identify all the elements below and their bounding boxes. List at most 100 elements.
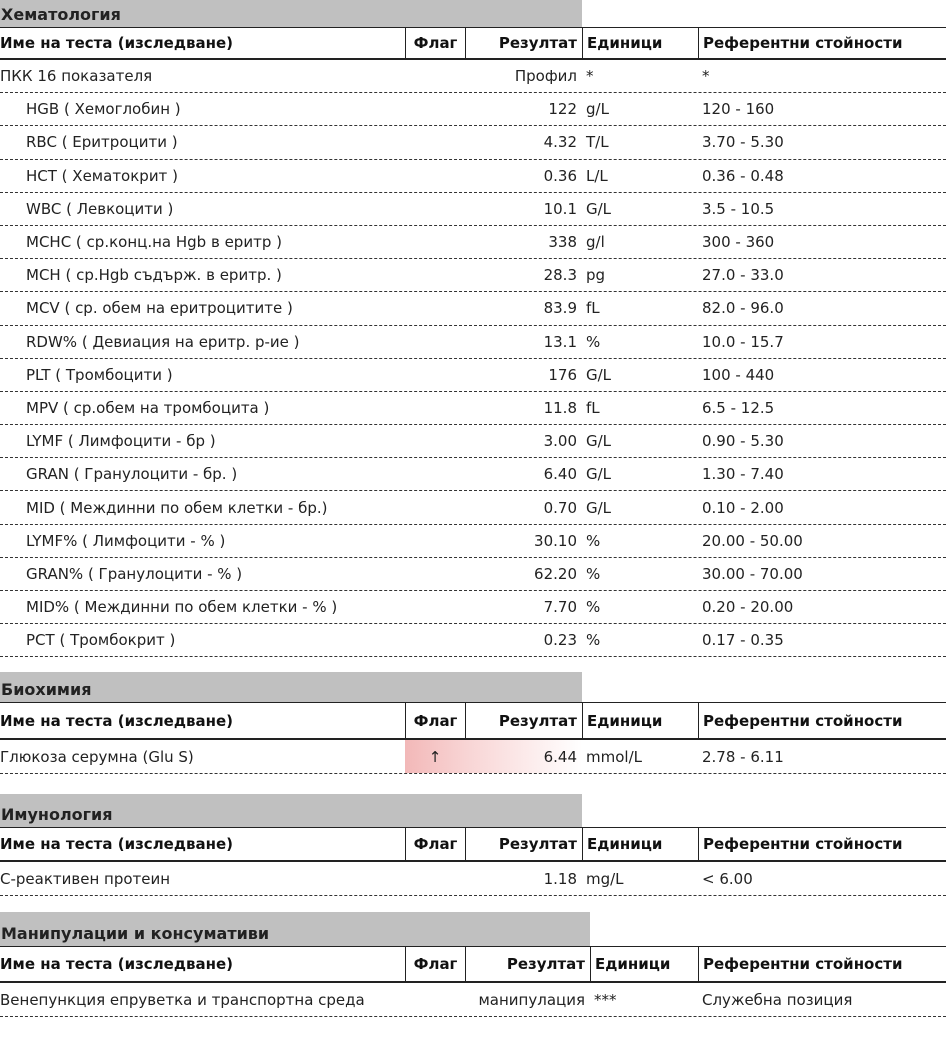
- cell-unit: G/L: [586, 465, 612, 484]
- cell-result: 338: [548, 233, 577, 252]
- cell-unit: L/L: [586, 166, 608, 185]
- cell-result: 30.10: [534, 531, 577, 550]
- table-row: Венепункция епруветка и транспортна сред…: [0, 983, 946, 1017]
- column-header: Единици: [582, 828, 698, 860]
- table-row: LYMF ( Лимфоцити - бр ) 3.00 G/L 0.90 - 5.3…: [0, 425, 946, 459]
- cell-ref: 82.0 - 96.0: [702, 299, 784, 318]
- cell-result: 1.18: [543, 869, 577, 888]
- section-title: Имунология: [0, 794, 582, 827]
- cell-ref: 3.70 - 5.30: [702, 133, 784, 152]
- cell-result: 28.3: [543, 266, 577, 285]
- cell-unit: %: [586, 598, 601, 617]
- cell-ref: 0.90 - 5.30: [702, 432, 784, 451]
- column-header: Референтни стойности: [698, 828, 946, 860]
- table-row: WBC ( Левкоцити ) 10.1 G/L 3.5 - 10.5: [0, 193, 946, 226]
- table-row: GRAN ( Гранулоцити - бр. ) 6.40 G/L 1.30 - …: [0, 458, 946, 492]
- column-header: Резултат: [465, 828, 582, 860]
- section-title: Биохимия: [0, 672, 582, 702]
- cell-flag: [405, 326, 465, 358]
- section: Имунология Име на теста (изследване) Флаг Р…: [0, 794, 946, 896]
- cell-result: Профил: [514, 67, 577, 86]
- cell-unit: %: [586, 332, 601, 351]
- cell-flag: [405, 458, 465, 490]
- header-row: Име на теста (изследване) Флаг Резултат Еди…: [0, 27, 946, 60]
- cell-name: PCT ( Тромбокрит ): [26, 631, 176, 650]
- cell-ref: 2.78 - 6.11: [702, 747, 784, 766]
- cell-unit: fL: [586, 299, 600, 318]
- table-row: RBC ( Еритроцити ) 4.32 T/L 3.70 - 5.30: [0, 126, 946, 160]
- cell-result: 6.44: [465, 740, 582, 773]
- cell-unit: %: [586, 564, 601, 583]
- section: Манипулации и консумативи Име на теста (и…: [0, 912, 946, 1017]
- cell-flag: [405, 93, 465, 125]
- cell-name: ПКК 16 показателя: [0, 67, 153, 86]
- cell-name: RBC ( Еритроцити ): [26, 133, 178, 152]
- table-row: LYMF% ( Лимфоцити - % ) 30.10% 20.00 - 50.…: [0, 525, 946, 558]
- cell-name: GRAN% ( Гранулоцити - % ): [26, 564, 243, 583]
- cell-flag: [405, 591, 465, 623]
- cell-name: HCT ( Хематокрит ): [26, 166, 178, 185]
- cell-flag: [405, 624, 465, 656]
- cell-name: RDW% ( Девиация на еритр. р-ие ): [26, 332, 300, 351]
- cell-ref: 0.17 - 0.35: [702, 631, 784, 650]
- cell-name: MCH ( ср.Hgb съдърж. в еритр. ): [26, 266, 282, 285]
- cell-flag: [405, 525, 465, 557]
- cell-result: 62.20: [534, 564, 577, 583]
- cell-ref: 30.00 - 70.00: [702, 564, 803, 583]
- table-row: HCT ( Хематокрит ) 0.36 L/L 0.36 - 0.48: [0, 160, 946, 193]
- column-header: Единици: [590, 947, 698, 981]
- cell-unit: G/L: [586, 199, 612, 218]
- cell-name: HGB ( Хемоглобин ): [26, 100, 181, 119]
- section: Хематология Име на теста (изследване) Флаг…: [0, 0, 946, 658]
- cell-result: 13.1: [543, 332, 577, 351]
- column-header: Име на теста (изследване): [0, 835, 233, 853]
- column-header: Флаг: [405, 828, 465, 860]
- table-row: MCH ( ср.Hgb съдърж. в еритр. ) 28.3 pg 27.…: [0, 259, 946, 293]
- cell-flag: [405, 983, 465, 1016]
- cell-result: 176: [548, 365, 577, 384]
- table-row: GRAN% ( Гранулоцити - % ) 62.20% 30.00 - 7…: [0, 558, 946, 591]
- cell-ref: Служебна позиция: [702, 990, 853, 1009]
- section-title: Хематология: [0, 0, 582, 27]
- cell-ref: 0.36 - 0.48: [702, 166, 784, 185]
- table-row: RDW% ( Девиация на еритр. р-ие ) 13.1% 10.…: [0, 326, 946, 359]
- cell-result: 83.9: [543, 299, 577, 318]
- cell-ref: 120 - 160: [702, 100, 775, 119]
- column-header: Флаг: [405, 28, 465, 58]
- cell-ref: < 6.00: [702, 869, 753, 888]
- cell-name: GRAN ( Гранулоцити - бр. ): [26, 465, 238, 484]
- cell-name: MID% ( Междинни по обем клетки - % ): [26, 598, 338, 617]
- cell-flag: [405, 160, 465, 192]
- cell-unit: %: [586, 531, 601, 550]
- cell-name: Глюкоза серумна (Glu S): [0, 747, 194, 766]
- cell-name: LYMF ( Лимфоцити - бр ): [26, 432, 216, 451]
- cell-unit: g/l: [586, 233, 605, 252]
- cell-result: 6.40: [543, 465, 577, 484]
- column-header: Референтни стойности: [698, 703, 946, 738]
- cell-result: манипулация: [478, 990, 585, 1009]
- cell-flag: [405, 359, 465, 391]
- cell-result: 4.32: [543, 133, 577, 152]
- cell-ref: 300 - 360: [702, 233, 775, 252]
- column-header: Име на теста (изследване): [0, 711, 233, 730]
- cell-result: 3.00: [543, 432, 577, 451]
- cell-ref: 1.30 - 7.40: [702, 465, 784, 484]
- cell-flag: [405, 392, 465, 424]
- cell-unit: G/L: [586, 432, 612, 451]
- cell-flag: [405, 126, 465, 158]
- cell-flag: [405, 425, 465, 457]
- column-header: Резултат: [465, 703, 582, 738]
- cell-result: 0.23: [543, 631, 577, 650]
- header-row: Име на теста (изследване) Флаг Резултат Еди…: [0, 702, 946, 740]
- cell-name: MID ( Междинни по обем клетки - бр.): [26, 498, 328, 517]
- cell-name: MCV ( ср. обем на еритроцитите ): [26, 299, 293, 318]
- cell-unit: G/L: [586, 498, 612, 517]
- cell-flag: [405, 292, 465, 324]
- cell-name: LYMF% ( Лимфоцити - % ): [26, 531, 226, 550]
- cell-flag: [405, 491, 465, 523]
- column-header: Резултат: [465, 947, 590, 981]
- cell-flag: [405, 558, 465, 590]
- cell-ref: 27.0 - 33.0: [702, 266, 784, 285]
- cell-unit: mmol/L: [586, 747, 642, 766]
